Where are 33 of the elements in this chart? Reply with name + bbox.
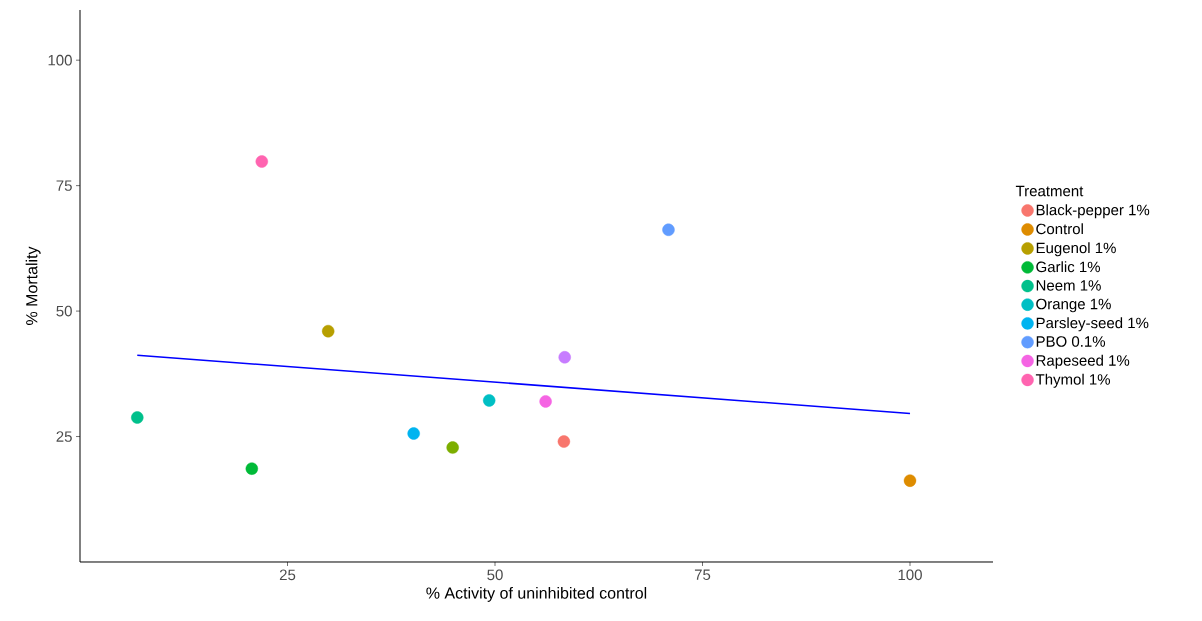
legend-label: Parsley-seed 1% — [1036, 317, 1149, 332]
point — [255, 155, 268, 168]
legend-label: Thymol 1% — [1035, 373, 1111, 388]
point — [407, 427, 420, 440]
legend-label: Eugenol 1% — [1036, 242, 1116, 257]
point — [558, 351, 571, 364]
legend-label: Orange 1% — [1036, 298, 1111, 313]
point — [483, 394, 496, 407]
point — [446, 441, 459, 454]
point — [321, 324, 335, 338]
y-tick-label: 75 — [56, 180, 72, 191]
point — [557, 435, 571, 448]
legend-label: Control — [1036, 223, 1083, 235]
y-axis-title: % Mortality — [25, 246, 41, 325]
legend-label: Neem 1% — [1036, 280, 1101, 291]
legend-label: PBO 0.1% — [1036, 336, 1106, 347]
y-tick-label: 50 — [56, 305, 72, 317]
y-tick-label: 100 — [48, 54, 72, 66]
x-tick-label: 100 — [898, 569, 922, 581]
x-tick-label: 25 — [279, 569, 296, 581]
x-axis-title: % Activity of uninhibited control — [426, 587, 647, 602]
point — [131, 411, 144, 424]
legend-label: Garlic 1% — [1036, 261, 1101, 273]
point — [245, 462, 259, 475]
point — [903, 474, 917, 487]
y-tick-label: 25 — [56, 431, 72, 442]
point — [539, 395, 552, 408]
legend-title: Treatment — [1015, 185, 1084, 197]
legend-label: Black-pepper 1% — [1036, 204, 1150, 219]
x-tick-label: 75 — [694, 569, 711, 580]
point — [662, 223, 675, 236]
legend-label: Rapeseed 1% — [1036, 354, 1130, 369]
x-tick-label: 50 — [487, 569, 503, 581]
